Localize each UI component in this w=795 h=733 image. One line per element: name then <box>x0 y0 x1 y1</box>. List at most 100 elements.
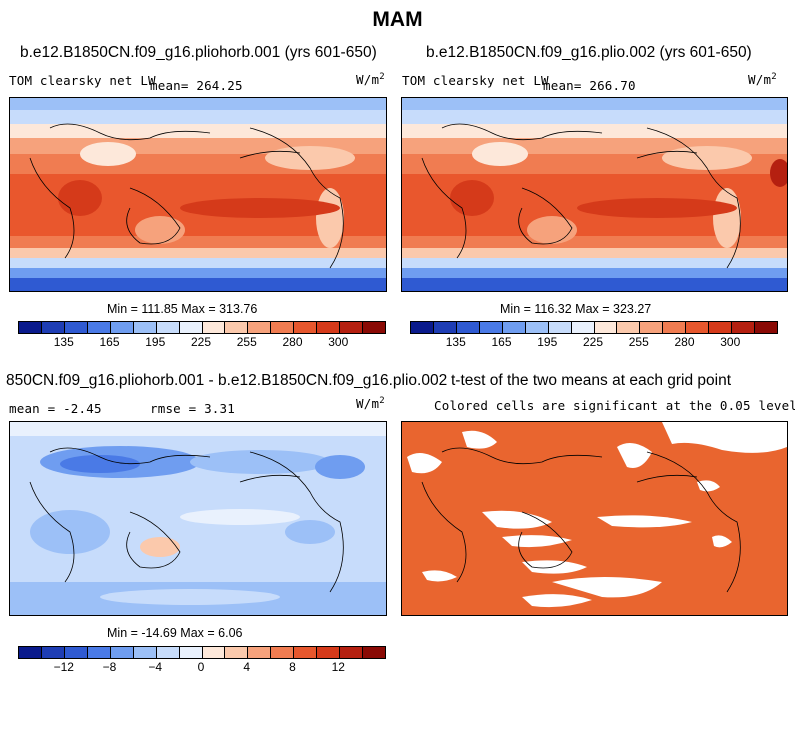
colorbar-top-right-swatch <box>594 322 618 333</box>
colorbar-bottom-left-swatch <box>248 647 272 658</box>
colorbar-bottom-left-tick-label: −12 <box>53 660 74 674</box>
colorbar-bottom-left-swatch <box>133 647 157 658</box>
colorbar-bottom-left-tick-label: 12 <box>331 660 345 674</box>
colorbar-top-right-swatch <box>525 322 549 333</box>
colorbar-top-left-swatch <box>202 322 226 333</box>
panel-title-top-left: b.e12.B1850CN.f09_g16.pliohorb.001 (yrs … <box>20 44 377 61</box>
field-bottom-right <box>402 422 787 615</box>
panel-title-bottom-left: 850CN.f09_g16.pliohorb.001 - b.e12.B1850… <box>6 372 448 389</box>
colorbar-top-right-swatch <box>502 322 526 333</box>
units-top-right: W/m2 <box>748 72 777 88</box>
colorbar-top-right-tick-label: 300 <box>720 335 741 349</box>
map-bottom-left <box>9 421 387 616</box>
colorbar-top-left <box>18 321 386 334</box>
minmax-top-right: Min = 116.32 Max = 323.27 <box>500 302 652 316</box>
colorbar-bottom-left-swatch <box>64 647 88 658</box>
panel-title-bottom-right: t-test of the two means at each grid poi… <box>451 372 732 389</box>
colorbar-top-left-swatch <box>133 322 157 333</box>
panel-title-top-right: b.e12.B1850CN.f09_g16.plio.002 (yrs 601-… <box>426 44 752 61</box>
colorbar-top-right-swatch <box>640 322 664 333</box>
colorbar-top-right-tick-label: 280 <box>674 335 695 349</box>
colorbar-bottom-left-tick-label: 4 <box>243 660 251 674</box>
colorbar-top-left-tick-label: 255 <box>236 335 257 349</box>
colorbar-top-left-swatch <box>41 322 65 333</box>
colorbar-bottom-left-tick-label: 0 <box>197 660 205 674</box>
colorbar-top-right-swatch <box>709 322 733 333</box>
colorbar-top-left-swatch <box>340 322 364 333</box>
variable-label-top-left: TOM clearsky net LW <box>9 73 156 88</box>
page-title: MAM <box>372 8 423 31</box>
colorbar-bottom-left-tick-label: −4 <box>148 660 163 674</box>
colorbar-top-right-tick-label: 165 <box>491 335 512 349</box>
minmax-top-left: Min = 111.85 Max = 313.76 <box>107 302 258 316</box>
colorbar-top-left-tick-label: 195 <box>145 335 166 349</box>
colorbar-bottom-left-swatch <box>110 647 134 658</box>
colorbar-top-right-swatch <box>433 322 457 333</box>
colorbar-bottom-left-swatch <box>363 647 385 658</box>
colorbar-bottom-left-swatch <box>317 647 341 658</box>
colorbar-top-right-swatch <box>732 322 756 333</box>
colorbar-top-right-swatch <box>479 322 503 333</box>
colorbar-top-left-swatch <box>248 322 272 333</box>
colorbar-top-right-swatch <box>755 322 777 333</box>
colorbar-top-right-swatch <box>456 322 480 333</box>
rmse-label-bottom-left: rmse = 3.31 <box>150 401 235 416</box>
colorbar-top-left-tick-label: 280 <box>282 335 303 349</box>
colorbar-top-left-swatch <box>87 322 111 333</box>
coastlines-bottom-right <box>421 447 741 593</box>
colorbar-top-right-swatch <box>571 322 595 333</box>
map-bottom-right <box>401 421 788 616</box>
colorbar-top-left-tick-label: 135 <box>53 335 74 349</box>
units-bottom-left: W/m2 <box>356 396 385 412</box>
colorbar-bottom-left-swatch <box>225 647 249 658</box>
colorbar-top-right <box>410 321 778 334</box>
colorbar-bottom-left-swatch <box>19 647 42 658</box>
colorbar-top-left-swatch <box>271 322 295 333</box>
colorbar-top-left-swatch <box>19 322 42 333</box>
colorbar-top-left-swatch <box>225 322 249 333</box>
coastlines-top-left <box>29 123 344 269</box>
colorbar-top-right-swatch <box>617 322 641 333</box>
colorbar-bottom-left-swatch <box>179 647 203 658</box>
mean-label-top-right: mean= 266.70 <box>543 78 636 93</box>
colorbar-top-left-swatch <box>156 322 180 333</box>
colorbar-top-left-swatch <box>317 322 341 333</box>
colorbar-bottom-left-swatch <box>294 647 318 658</box>
colorbar-top-right-swatch <box>663 322 687 333</box>
coastlines-top-right <box>421 123 741 269</box>
panel-subtitle-bottom-right: Colored cells are significant at the 0.0… <box>434 398 795 413</box>
colorbar-bottom-left-swatch <box>41 647 65 658</box>
colorbar-top-left-tick-label: 165 <box>99 335 120 349</box>
field-top-right <box>402 98 787 291</box>
units-top-left: W/m2 <box>356 72 385 88</box>
minmax-bottom-left: Min = -14.69 Max = 6.06 <box>107 626 243 640</box>
colorbar-bottom-left-tick-label: 8 <box>289 660 296 674</box>
colorbar-top-left-swatch <box>294 322 318 333</box>
colorbar-top-left-swatch <box>179 322 203 333</box>
field-top-left <box>10 98 386 291</box>
colorbar-bottom-left-swatch <box>202 647 226 658</box>
colorbar-top-right-tick-label: 255 <box>628 335 649 349</box>
colorbar-bottom-left <box>18 646 386 659</box>
colorbar-top-right-tick-label: 195 <box>537 335 558 349</box>
variable-label-top-right: TOM clearsky net LW <box>402 73 549 88</box>
map-top-left <box>9 97 387 292</box>
colorbar-top-left-swatch <box>64 322 88 333</box>
colorbar-top-left-tick-label: 225 <box>190 335 212 349</box>
colorbar-top-right-swatch <box>411 322 434 333</box>
colorbar-bottom-left-swatch <box>156 647 180 658</box>
colorbar-bottom-left-swatch <box>271 647 295 658</box>
colorbar-top-right-swatch <box>686 322 710 333</box>
mean-label-bottom-left: mean = -2.45 <box>9 401 102 416</box>
map-top-right <box>401 97 788 292</box>
mean-label-top-left: mean= 264.25 <box>150 78 243 93</box>
colorbar-top-left-swatch <box>110 322 134 333</box>
coastlines-bottom-left <box>29 447 344 593</box>
field-bottom-left <box>10 422 386 615</box>
colorbar-top-left-swatch <box>363 322 385 333</box>
colorbar-top-right-swatch <box>548 322 572 333</box>
colorbar-top-right-tick-label: 135 <box>445 335 466 349</box>
colorbar-top-right-tick-label: 225 <box>582 335 604 349</box>
colorbar-bottom-left-tick-label: −8 <box>102 660 117 674</box>
